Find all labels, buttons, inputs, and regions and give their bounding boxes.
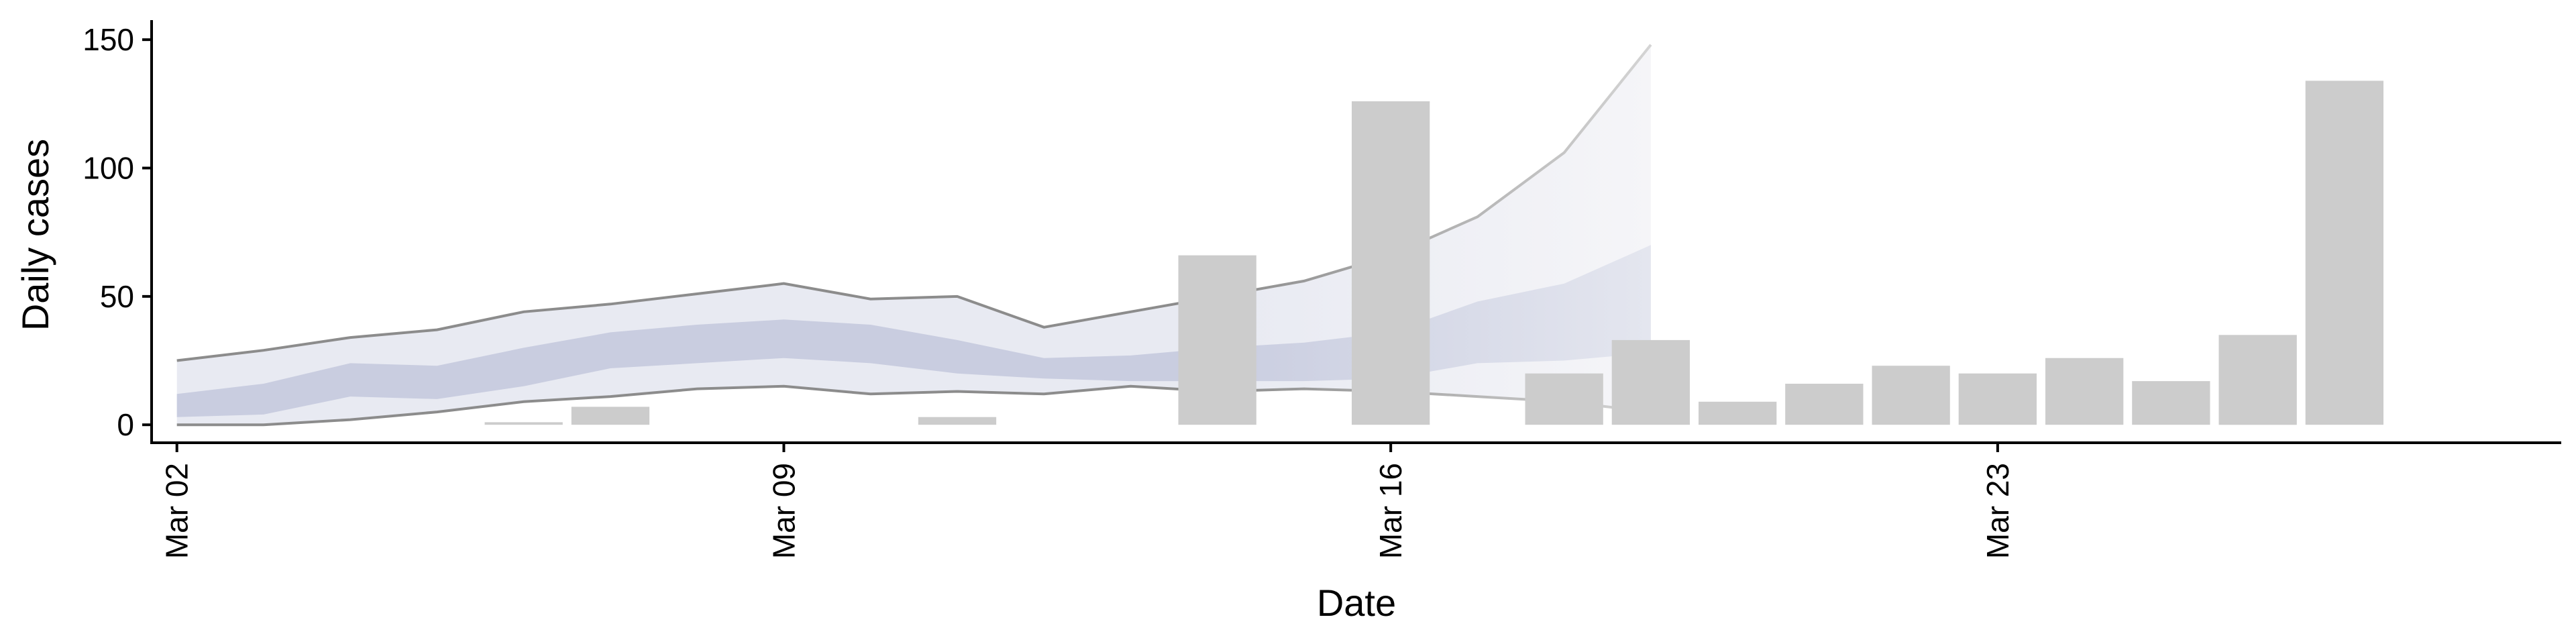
y-tick-label: 150 bbox=[83, 22, 134, 57]
daily-cases-bar bbox=[2132, 381, 2210, 425]
daily-cases-bar bbox=[1958, 373, 2037, 425]
daily-cases-bar bbox=[1525, 373, 1603, 425]
y-tick-label: 100 bbox=[83, 150, 134, 185]
x-tick-label: Mar 02 bbox=[160, 463, 195, 559]
daily-cases-bar bbox=[1785, 384, 1864, 425]
bar-series bbox=[484, 80, 2383, 425]
y-tick-label: 50 bbox=[100, 279, 134, 314]
x-axis-title: Date bbox=[1317, 582, 1396, 624]
daily-cases-bar bbox=[484, 422, 563, 425]
axes: 0 50 100 150 Mar 02 Mar 09 Mar 16 Mar 23 bbox=[83, 20, 2561, 559]
y-axis-title: Daily cases bbox=[14, 139, 56, 331]
x-tick-label: Mar 23 bbox=[1980, 463, 2015, 559]
daily-cases-bar bbox=[1699, 401, 1777, 425]
daily-cases-bar bbox=[2218, 335, 2297, 425]
x-tick-label: Mar 09 bbox=[766, 463, 801, 559]
daily-cases-bar bbox=[1872, 366, 1950, 425]
daily-cases-bar bbox=[2045, 358, 2124, 425]
daily-cases-bar bbox=[1611, 339, 1690, 425]
daily-cases-bar bbox=[1178, 255, 1256, 425]
y-tick-label: 0 bbox=[117, 407, 134, 442]
daily-cases-bar bbox=[2305, 80, 2383, 425]
outer-interval-band bbox=[176, 44, 1651, 425]
daily-cases-bar bbox=[918, 417, 997, 425]
daily-cases-bar bbox=[571, 407, 650, 425]
daily-cases-bar bbox=[1352, 101, 1430, 425]
forecast-bands bbox=[176, 44, 1652, 427]
inner-interval-band bbox=[176, 245, 1651, 417]
x-tick-label: Mar 16 bbox=[1373, 463, 1408, 559]
